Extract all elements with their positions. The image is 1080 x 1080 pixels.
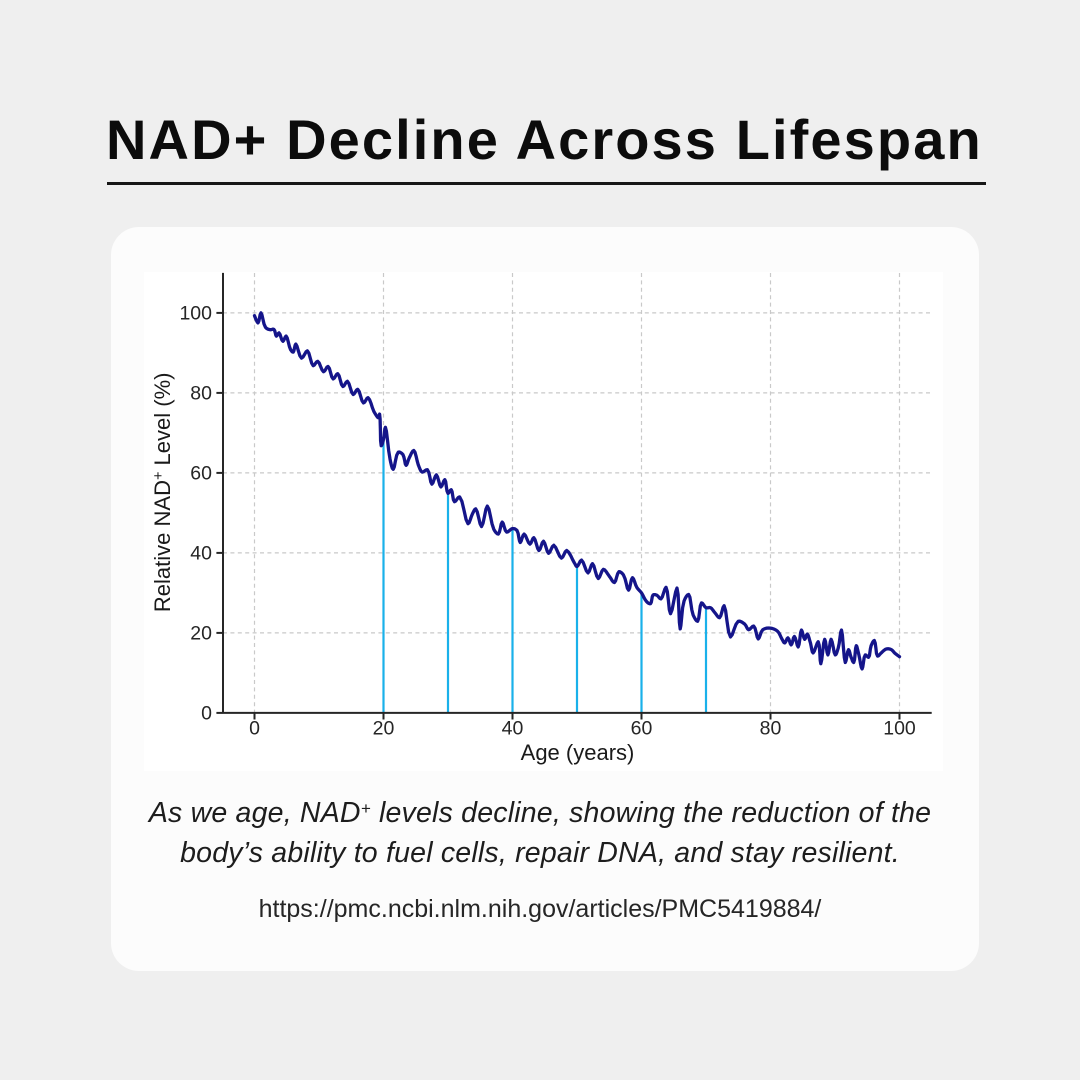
svg-text:40: 40 [190, 542, 212, 564]
svg-text:80: 80 [190, 382, 212, 404]
svg-text:60: 60 [190, 462, 212, 484]
svg-text:20: 20 [190, 622, 212, 644]
svg-text:80: 80 [759, 717, 781, 739]
svg-text:0: 0 [201, 702, 212, 724]
svg-text:40: 40 [501, 717, 523, 739]
svg-text:Age (years): Age (years) [520, 740, 634, 765]
svg-text:0: 0 [249, 717, 260, 739]
svg-text:Relative NAD+ Level (%): Relative NAD+ Level (%) [150, 372, 175, 612]
svg-text:100: 100 [883, 717, 916, 739]
svg-text:20: 20 [372, 717, 394, 739]
svg-text:100: 100 [179, 302, 212, 324]
svg-text:60: 60 [630, 717, 652, 739]
